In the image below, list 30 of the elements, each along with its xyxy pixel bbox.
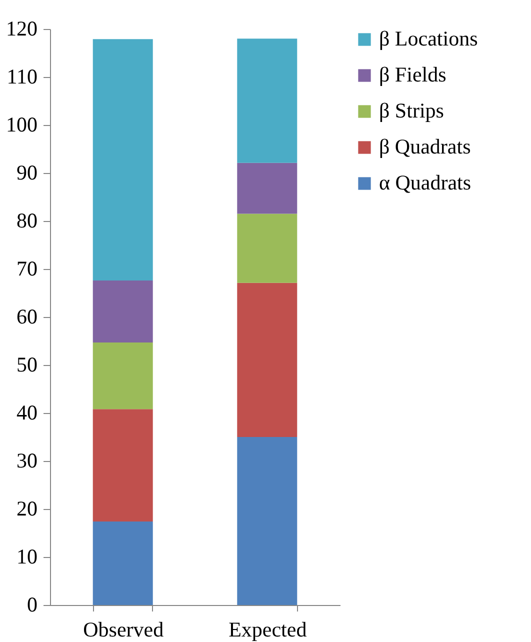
- y-tick-label: 0: [27, 592, 38, 616]
- legend-label: β Strips: [379, 98, 444, 122]
- y-tick-label: 30: [16, 448, 38, 472]
- y-tick-label: 20: [16, 496, 38, 520]
- y-tick-label: 120: [6, 16, 38, 40]
- y-tick-label: 90: [16, 160, 38, 184]
- bar: [237, 214, 298, 283]
- bar: [92, 409, 153, 522]
- bar: [92, 280, 153, 342]
- y-tick-label: 50: [16, 352, 38, 376]
- y-tick-label: 40: [16, 400, 38, 424]
- bar: [92, 342, 153, 410]
- bar: [237, 38, 298, 163]
- legend-label: β Fields: [379, 62, 446, 86]
- legend-label: β Locations: [379, 26, 478, 50]
- legend-label: β Quadrats: [379, 134, 471, 158]
- y-tick-label: 10: [16, 544, 38, 568]
- bar: [237, 282, 298, 437]
- x-tick-label: Observed: [83, 618, 164, 642]
- y-tick-label: 60: [16, 304, 38, 328]
- y-tick-label: 70: [16, 256, 38, 280]
- y-tick-label: 100: [6, 112, 38, 136]
- bar: [92, 39, 153, 281]
- bar: [92, 521, 153, 605]
- bar: [237, 162, 298, 214]
- y-tick-label: 110: [6, 64, 38, 88]
- bar: [237, 437, 298, 605]
- legend-label: α Quadrats: [379, 170, 472, 194]
- x-tick-label: Expected: [228, 618, 308, 642]
- y-tick-label: 80: [16, 208, 38, 232]
